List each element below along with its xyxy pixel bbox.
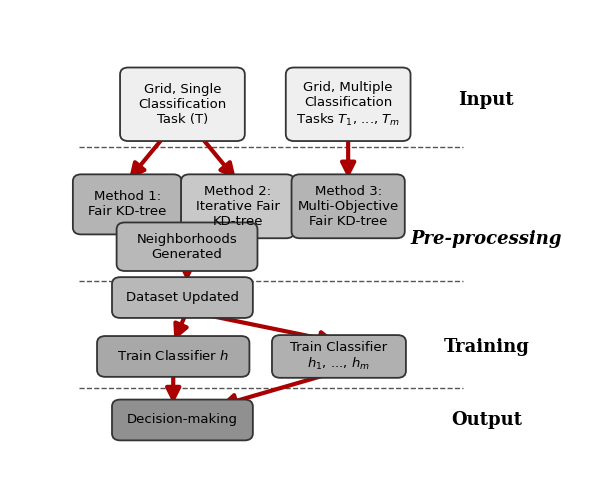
FancyBboxPatch shape [73, 174, 182, 234]
FancyBboxPatch shape [286, 68, 410, 141]
Text: Grid, Multiple
Classification
Tasks $T_1$, ..., $T_m$: Grid, Multiple Classification Tasks $T_1… [296, 81, 400, 128]
FancyBboxPatch shape [97, 336, 249, 377]
Text: Method 2:
Iterative Fair
KD-tree: Method 2: Iterative Fair KD-tree [196, 185, 280, 228]
FancyBboxPatch shape [120, 68, 245, 141]
Text: Grid, Single
Classification
Task (T): Grid, Single Classification Task (T) [138, 83, 226, 126]
Text: Output: Output [451, 411, 522, 429]
FancyBboxPatch shape [181, 174, 294, 238]
Text: Pre-processing: Pre-processing [410, 230, 562, 248]
FancyBboxPatch shape [116, 222, 257, 271]
Text: Decision-making: Decision-making [127, 414, 238, 426]
FancyBboxPatch shape [112, 277, 253, 318]
Text: Neighborhoods
Generated: Neighborhoods Generated [137, 232, 238, 260]
Text: Input: Input [459, 92, 514, 110]
Text: Method 1:
Fair KD-tree: Method 1: Fair KD-tree [88, 190, 166, 218]
FancyBboxPatch shape [292, 174, 405, 238]
Text: Train Classifier
$h_1$, ..., $h_m$: Train Classifier $h_1$, ..., $h_m$ [290, 340, 387, 372]
Text: Train Classifier $h$: Train Classifier $h$ [117, 350, 229, 364]
Text: Dataset Updated: Dataset Updated [126, 291, 239, 304]
Text: Training: Training [443, 338, 529, 356]
Text: Method 3:
Multi-Objective
Fair KD-tree: Method 3: Multi-Objective Fair KD-tree [298, 185, 399, 228]
FancyBboxPatch shape [272, 335, 406, 378]
FancyBboxPatch shape [112, 400, 253, 440]
